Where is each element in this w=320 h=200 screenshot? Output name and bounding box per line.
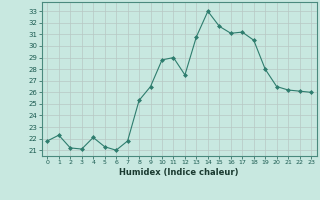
- X-axis label: Humidex (Indice chaleur): Humidex (Indice chaleur): [119, 168, 239, 177]
